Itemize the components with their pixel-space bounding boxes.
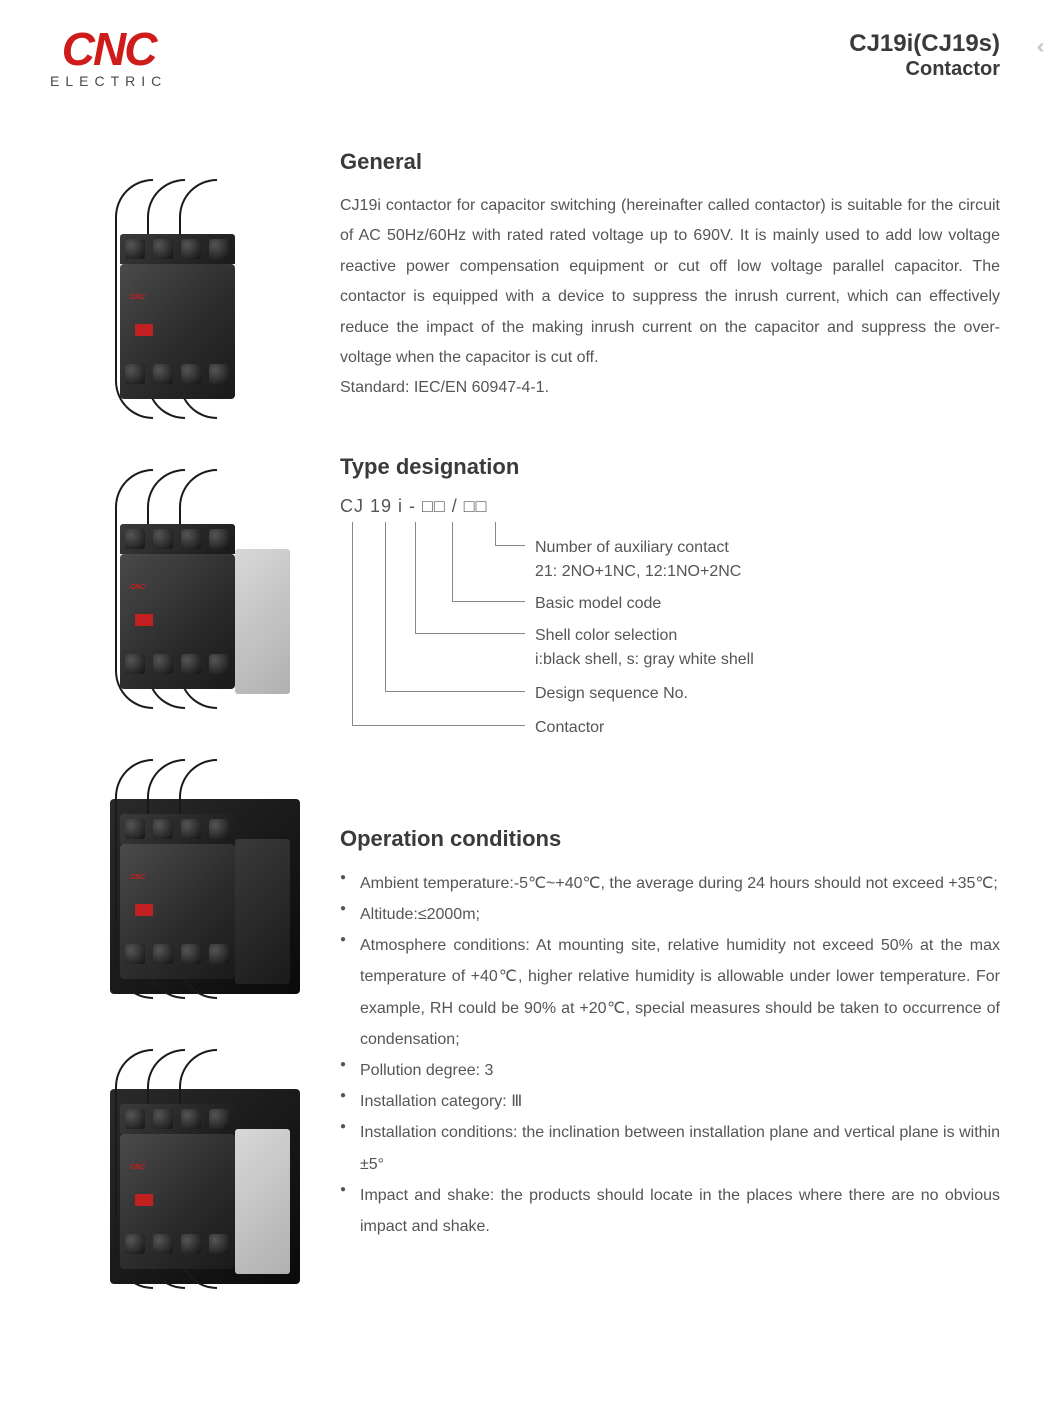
type-label-1: Basic model code: [535, 592, 661, 616]
general-section: General CJ19i contactor for capacitor sw…: [340, 149, 1000, 404]
type-label-4: Contactor: [535, 716, 604, 740]
operation-item: Impact and shake: the products should lo…: [340, 1180, 1000, 1242]
operation-item: Atmosphere conditions: At mounting site,…: [340, 930, 1000, 1055]
operation-title: Operation conditions: [340, 826, 1000, 852]
type-label-0: Number of auxiliary contact21: 2NO+1NC, …: [535, 536, 741, 584]
type-label-2: Shell color selectioni:black shell, s: g…: [535, 624, 754, 672]
type-designation-section: Type designation CJ 19 i - □□ / □□ Numbe…: [340, 454, 1000, 776]
operation-item: Altitude:≤2000m;: [340, 899, 1000, 930]
operation-item: Installation category: Ⅲ: [340, 1086, 1000, 1117]
text-column: General CJ19i contactor for capacitor sw…: [340, 149, 1000, 1299]
general-title: General: [340, 149, 1000, 175]
model-block: CJ19i(CJ19s) Contactor ‹‹: [849, 30, 1000, 81]
general-body: CJ19i contactor for capacitor switching …: [340, 191, 1000, 404]
operation-section: Operation conditions Ambient temperature…: [340, 826, 1000, 1242]
model-name: CJ19i(CJ19s): [849, 30, 1000, 58]
operation-list: Ambient temperature:-5℃~+40℃, the averag…: [340, 868, 1000, 1242]
product-image: CNC: [75, 179, 295, 429]
model-type: Contactor: [849, 58, 1000, 81]
product-image: CNC: [75, 469, 295, 719]
logo-main: CNC: [62, 30, 156, 69]
operation-item: Installation conditions: the inclination…: [340, 1117, 1000, 1179]
product-images-column: CNC CNC CNC CNC: [50, 149, 310, 1299]
product-image: CNC: [75, 759, 295, 1009]
type-title: Type designation: [340, 454, 1000, 480]
page-header: CNC ELECTRIC CJ19i(CJ19s) Contactor ‹‹: [50, 30, 1000, 89]
brand-logo: CNC ELECTRIC: [50, 30, 167, 89]
type-diagram: CJ 19 i - □□ / □□ Number of auxiliary co…: [340, 496, 1000, 776]
content: CNC CNC CNC CNC General CJ19i contactor for…: [50, 149, 1000, 1299]
logo-sub: ELECTRIC: [50, 73, 167, 89]
type-code: CJ 19 i - □□ / □□: [340, 496, 488, 517]
type-line: [352, 522, 525, 726]
type-label-3: Design sequence No.: [535, 682, 688, 706]
operation-item: Ambient temperature:-5℃~+40℃, the averag…: [340, 868, 1000, 899]
product-image: CNC: [75, 1049, 295, 1299]
operation-item: Pollution degree: 3: [340, 1055, 1000, 1086]
